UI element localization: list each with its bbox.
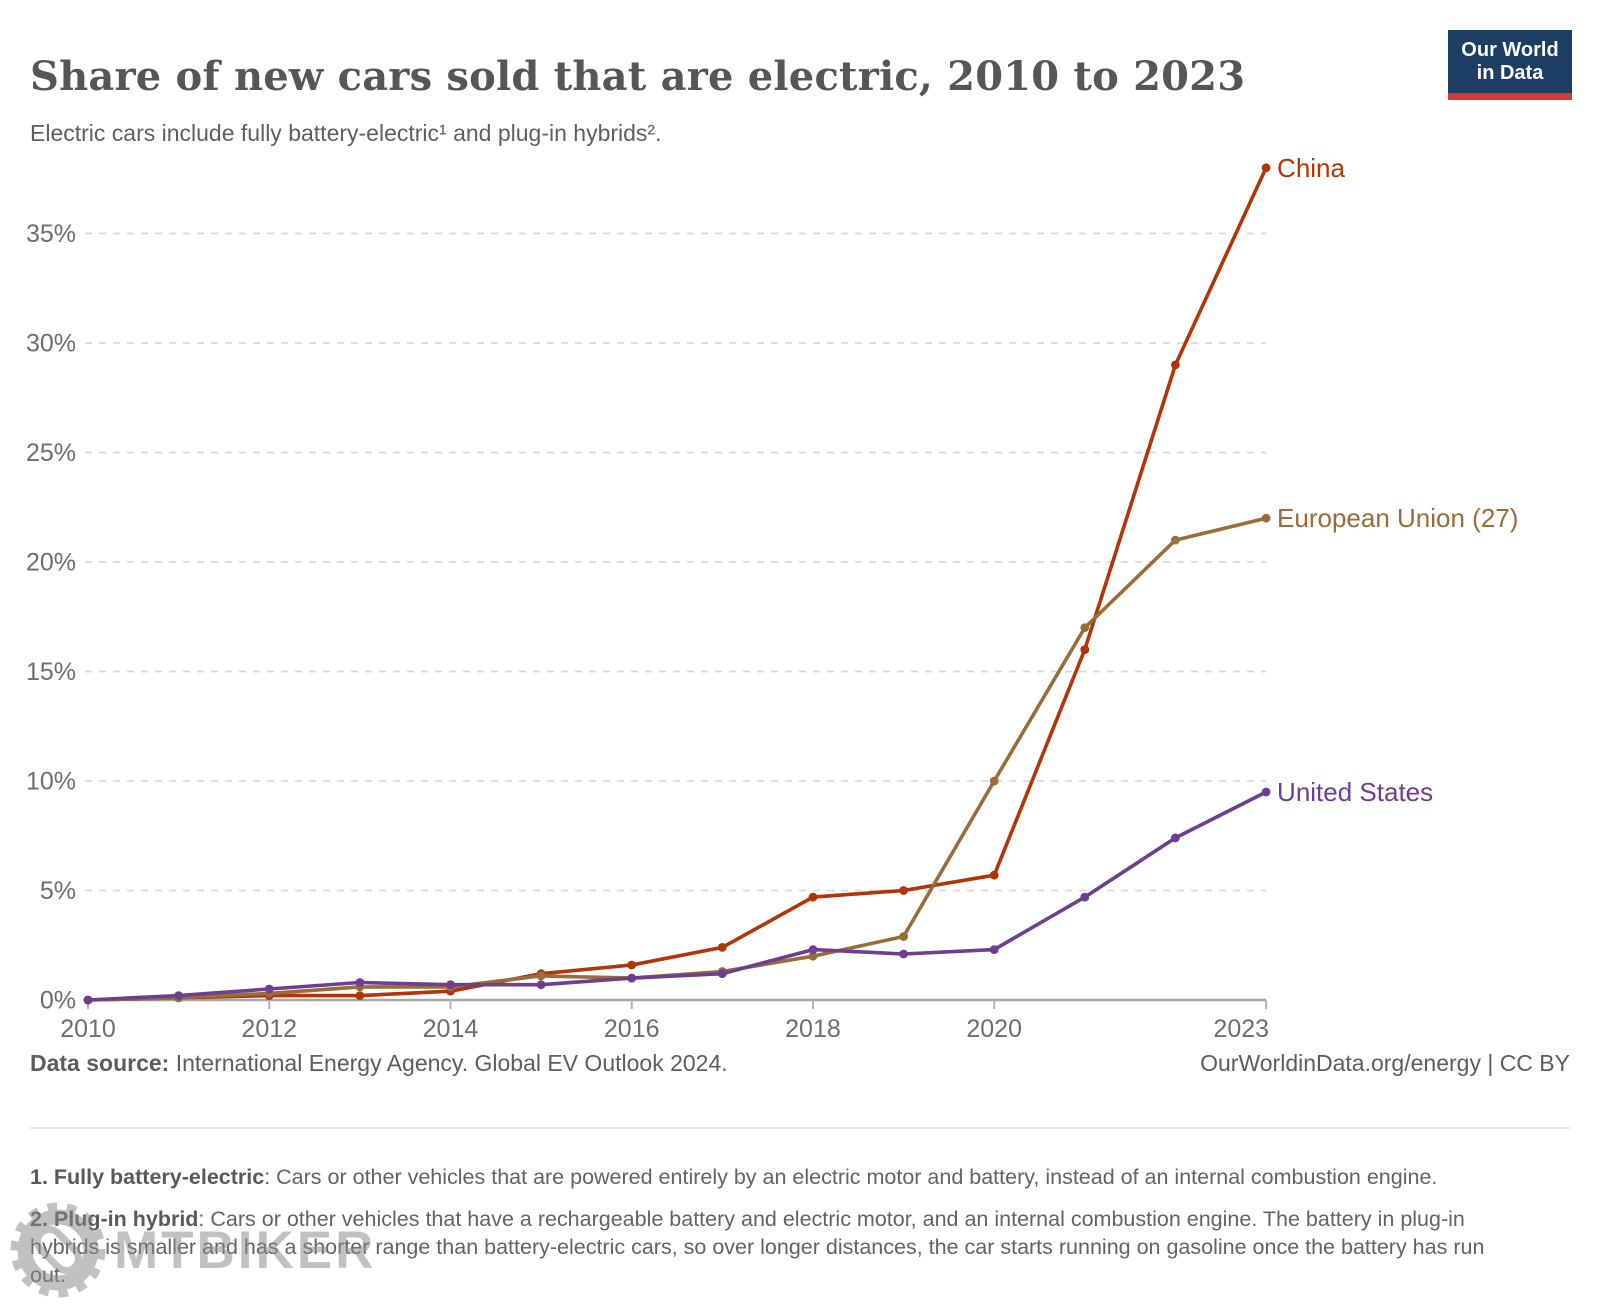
y-axis-label: 35% [26, 220, 76, 248]
chart-title: Share of new cars sold that are electric… [30, 52, 1246, 100]
data-point [1261, 787, 1271, 797]
line-china [86, 165, 1268, 1002]
footnote-2-text: : Cars or other vehicles that have a rec… [30, 1206, 1485, 1288]
x-axis-label: 2018 [785, 1015, 841, 1043]
data-point [808, 951, 818, 961]
series-label-china: China [1277, 153, 1345, 183]
y-axis-label: 10% [26, 768, 76, 796]
y-axis-label: 15% [26, 658, 76, 686]
data-point [264, 984, 274, 994]
data-point [627, 960, 637, 970]
y-axis-label: 20% [26, 549, 76, 577]
series-label-european-union-27: European Union (27) [1277, 503, 1518, 533]
data-point [446, 980, 455, 990]
data-source-label: Data source: [30, 1050, 170, 1076]
data-point [1080, 645, 1090, 654]
data-source: Data source: International Energy Agency… [30, 1050, 728, 1077]
data-point [1171, 535, 1180, 545]
data-point [1261, 513, 1271, 523]
data-point [899, 932, 908, 941]
data-point [355, 978, 365, 987]
data-point [989, 776, 999, 786]
y-axis-label: 25% [26, 439, 76, 467]
y-axis-label: 30% [26, 330, 76, 358]
data-point [1261, 163, 1271, 173]
owid-logo-line1: Our World [1461, 38, 1559, 61]
line-european-union-27 [86, 516, 1268, 1002]
data-point [1080, 892, 1090, 902]
data-point [717, 969, 727, 979]
x-axis-label: 2012 [241, 1015, 297, 1043]
series-china: China [83, 153, 1346, 1005]
data-point [989, 945, 999, 954]
x-axis-label: 2023 [1213, 1015, 1269, 1043]
series-label-united-states: United States [1277, 777, 1433, 807]
footnote-2-label: 2. Plug-in hybrid [30, 1206, 199, 1231]
y-axis-label: 0% [40, 987, 76, 1015]
y-axis-label: 5% [40, 877, 76, 905]
line-chart: 0%5%10%15%20%25%30%35%2010 2012 2014 2016 20… [26, 153, 1518, 1043]
series-european-union-27: European Union (27) [83, 503, 1518, 1005]
data-point [355, 991, 365, 1000]
data-point [536, 971, 546, 981]
data-point [1080, 623, 1090, 633]
data-point [808, 945, 818, 954]
data-point [627, 973, 637, 983]
data-point [174, 991, 184, 1000]
chart-subtitle: Electric cars include fully battery-elec… [30, 120, 662, 146]
footnote-1: 1. Fully battery-electric: Cars or other… [30, 1163, 1570, 1191]
data-point [717, 943, 727, 952]
source-row: Data source: International Energy Agency… [30, 1050, 1570, 1077]
data-point [808, 892, 818, 902]
owid-logo-line2: in Data [1476, 61, 1544, 84]
x-axis: 2010 2012 2014 2016 2018 2020 2023 [60, 1000, 1269, 1043]
data-point [1171, 833, 1180, 843]
x-axis-label: 2016 [604, 1015, 660, 1043]
owid-logo: Our World in Data [1448, 30, 1572, 100]
data-point [1171, 360, 1180, 370]
x-axis-label: 2010 [60, 1015, 116, 1043]
data-point [899, 886, 908, 895]
data-point [899, 949, 908, 959]
footnote-1-label: 1. Fully battery-electric [30, 1164, 265, 1189]
footer-divider [30, 1127, 1570, 1129]
line-united-states [86, 790, 1268, 1002]
data-point [83, 995, 93, 1005]
series-united-states: United States [83, 777, 1433, 1005]
footnote-1-text: : Cars or other vehicles that are powere… [264, 1164, 1438, 1189]
footnote-2: 2. Plug-in hybrid: Cars or other vehicle… [30, 1205, 1485, 1290]
x-axis-label: 2020 [966, 1015, 1022, 1043]
data-source-text: International Energy Agency. Global EV O… [169, 1050, 728, 1076]
data-point [536, 980, 546, 990]
license-text: OurWorldinData.org/energy | CC BY [1200, 1050, 1570, 1076]
data-point [989, 870, 999, 880]
gridlines: 0% 5% 10% 15% 20% 25% 30% 35% [26, 220, 1266, 1015]
x-axis-label: 2014 [423, 1015, 479, 1043]
